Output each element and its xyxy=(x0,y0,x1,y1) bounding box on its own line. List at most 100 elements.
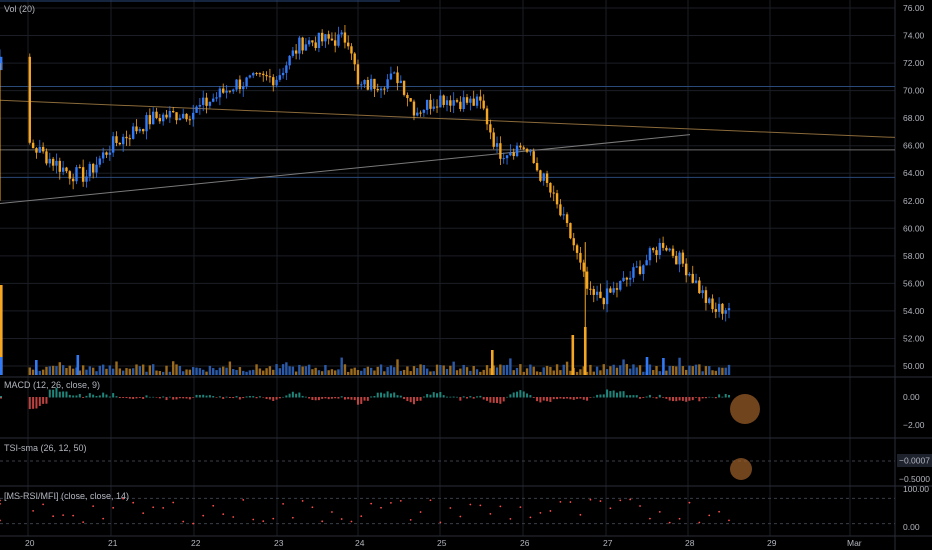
macd-histogram-bar xyxy=(635,395,638,398)
candle-body xyxy=(285,65,288,73)
volume-bar xyxy=(555,364,559,375)
macd-histogram-bar xyxy=(35,397,38,409)
macd-pane[interactable] xyxy=(0,388,760,424)
candle-body xyxy=(275,79,278,86)
rsi-mfi-indicator-label[interactable]: [MS-RSI/MFI] (close, close, 14) xyxy=(4,491,129,501)
macd-histogram-bar xyxy=(559,397,562,399)
candle-body xyxy=(439,95,442,108)
price-axis[interactable]: 76.00 74.00 72.00 70.00 68.00 66.00 64.00 62.00… xyxy=(897,3,932,532)
rsi-mfi-pane[interactable] xyxy=(0,498,895,525)
candle-body xyxy=(482,100,485,109)
candle-body xyxy=(602,298,605,305)
macd-histogram-bar xyxy=(469,396,472,398)
tsi-indicator-label[interactable]: TSI-sma (26, 12, 50) xyxy=(4,443,87,453)
volume-bar xyxy=(151,364,155,375)
macd-tick-label: −2.00 xyxy=(903,420,925,430)
volume-bar xyxy=(38,370,41,375)
volume-bar xyxy=(675,366,678,375)
rsi-dot xyxy=(291,516,294,519)
rsi-dot xyxy=(668,521,671,524)
price-tick-label: 76.00 xyxy=(903,3,925,13)
macd-histogram-bar xyxy=(552,397,555,400)
macd-histogram-bar xyxy=(409,397,412,403)
volume-bar xyxy=(98,365,102,375)
macd-histogram-bar xyxy=(350,397,353,400)
candle-body xyxy=(615,288,619,290)
volume-bar xyxy=(232,369,235,375)
macd-histogram-bar xyxy=(412,397,415,405)
candle-body xyxy=(632,267,635,278)
candle-body xyxy=(701,290,704,294)
rsi-dot xyxy=(102,517,105,520)
rsi-dot xyxy=(212,504,215,507)
macd-histogram-bar xyxy=(629,395,632,398)
volume-bar xyxy=(275,364,278,375)
volume-bar xyxy=(51,365,55,375)
volume-indicator-label[interactable]: Vol (20) xyxy=(4,4,35,14)
macd-histogram-bar xyxy=(691,397,694,401)
candle-body xyxy=(459,101,462,109)
time-axis[interactable]: 20 21 22 23 24 25 26 27 28 29 Mar xyxy=(25,538,862,548)
candle-body xyxy=(317,32,321,48)
volume-bar xyxy=(565,361,569,375)
rsi-dot xyxy=(321,520,324,523)
volume-bar xyxy=(469,370,472,375)
volume-bar xyxy=(684,369,688,375)
candle-body xyxy=(449,100,452,106)
macd-histogram-bar xyxy=(582,397,585,400)
candle-body xyxy=(353,53,356,65)
rsi-dot xyxy=(142,512,145,515)
volume-bar xyxy=(519,364,522,375)
volume-bar xyxy=(155,370,158,375)
macd-histogram-bar xyxy=(0,397,2,399)
candle-body xyxy=(512,152,515,157)
macd-indicator-label[interactable]: MACD (12, 26, close, 9) xyxy=(4,380,100,390)
candle-body xyxy=(658,242,662,256)
candle-body xyxy=(599,291,602,299)
macd-histogram-bar xyxy=(65,391,68,398)
macd-histogram-bar xyxy=(569,397,572,400)
rsi-dot xyxy=(619,499,622,502)
candle-body xyxy=(502,158,505,160)
macd-histogram-bar xyxy=(619,391,622,398)
trend-line xyxy=(0,99,896,138)
volume-bar xyxy=(562,364,565,375)
macd-histogram-bar xyxy=(459,397,462,401)
macd-histogram-bar xyxy=(155,397,158,398)
macd-histogram-bar xyxy=(399,395,402,398)
rsi-dot xyxy=(152,506,155,509)
price-pane[interactable] xyxy=(0,0,896,336)
volume-bar xyxy=(714,370,718,375)
volume-bar xyxy=(595,366,599,375)
volume-bar xyxy=(435,364,439,375)
time-tick-label: 29 xyxy=(767,538,777,548)
volume-bar xyxy=(662,358,665,375)
rsi-dot xyxy=(112,506,115,509)
volume-bar xyxy=(396,359,399,375)
price-tick-label: 60.00 xyxy=(903,223,925,233)
volume-bar xyxy=(185,369,188,375)
candle-body xyxy=(235,79,238,90)
rsi-dot xyxy=(262,520,265,523)
tsi-pane[interactable] xyxy=(0,458,895,480)
time-tick-label: 24 xyxy=(355,538,365,548)
volume-bar xyxy=(168,371,172,375)
volume-bar xyxy=(356,370,360,375)
macd-histogram-bar xyxy=(632,395,635,398)
candle-body xyxy=(141,129,145,132)
tsi-last-value: −0.0007 xyxy=(899,456,930,466)
volume-bar xyxy=(539,371,542,375)
macd-histogram-bar xyxy=(291,391,294,398)
macd-histogram-bar xyxy=(655,397,658,399)
macd-histogram-bar xyxy=(142,397,145,399)
volume-bar xyxy=(655,365,658,375)
volume-bar xyxy=(668,365,671,375)
macd-histogram-bar xyxy=(238,397,241,400)
volume-bar xyxy=(320,371,324,375)
macd-histogram-bar xyxy=(145,395,148,398)
rsi-dot xyxy=(92,505,95,508)
volume-bar xyxy=(75,367,78,375)
macd-histogram-bar xyxy=(262,397,265,398)
macd-histogram-bar xyxy=(615,392,618,398)
